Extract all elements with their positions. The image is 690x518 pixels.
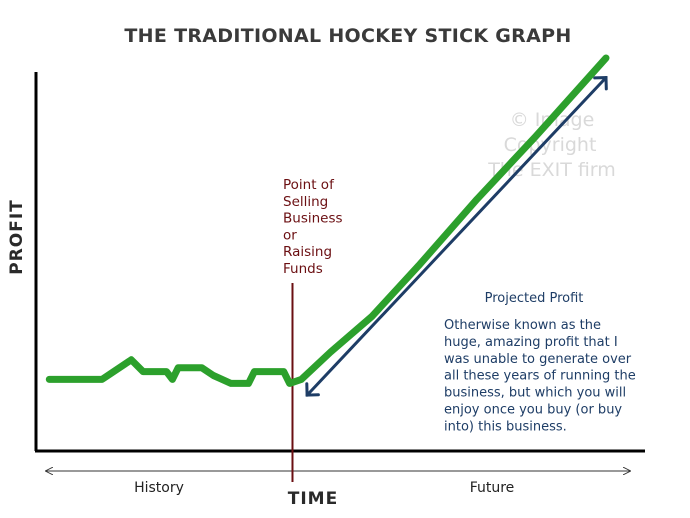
projected-profit-description-line: all these years of running the [444,369,636,384]
event-label-line: Selling [283,194,328,210]
projected-profit-description-line: huge, amazing profit that I [444,335,618,350]
period-label-history: History [134,480,184,496]
period-label-future: Future [470,480,515,496]
event-label-line: or [283,227,297,243]
projection-arrow-end-cap [593,76,608,91]
chart-title: THE TRADITIONAL HOCKEY STICK GRAPH [124,25,571,47]
projected-profit-description-line: was unable to generate over [444,352,632,367]
event-label-line: Raising [283,244,332,260]
projected-profit-description-line: business, but which you will [444,386,626,401]
projected-profit-description-line: Otherwise known as the [444,318,601,333]
projection-arrow-start-cap [305,382,320,397]
series-line-profit [45,54,610,387]
event-label-line: Business [283,211,343,227]
event-label-line: Funds [283,261,323,277]
projected-profit-description-line: into) this business. [444,419,567,434]
watermark-line: The EXIT firm [487,159,616,181]
projection-arrow [305,76,608,397]
projected-profit-description-line: enjoy once you buy (or buy [444,403,622,418]
projected-profit-description: Otherwise known as the huge, amazing prof… [444,318,636,434]
y-axis-label: PROFIT [7,199,27,275]
x-axis-label: TIME [288,489,338,509]
event-label-line: Point of [283,177,335,193]
projected-profit-title: Projected Profit [485,291,584,306]
projection-arrow-shaft [305,76,608,397]
